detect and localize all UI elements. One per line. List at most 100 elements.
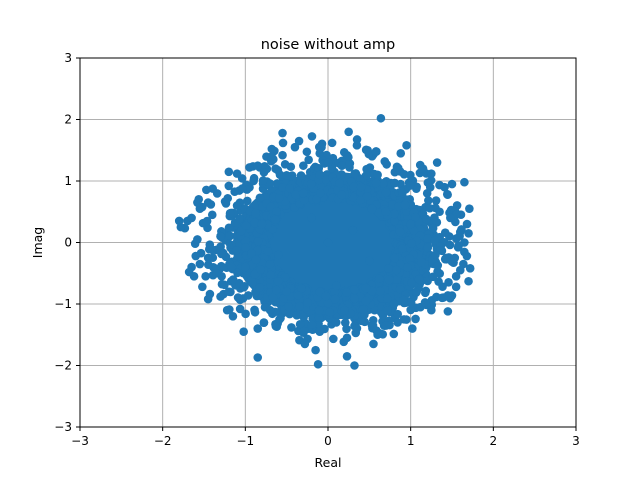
cluster-point [433,261,443,270]
x-tick-label: 0 [324,434,332,448]
cluster-point [398,188,407,198]
data-point [294,136,304,146]
cluster-point [411,314,420,324]
cluster-point [256,265,266,274]
y-tick-label: 3 [64,51,72,65]
cluster-point [402,263,412,272]
cluster-point [315,181,325,191]
cluster-point [375,286,385,296]
cluster-point [420,298,430,307]
data-point [348,225,358,235]
cluster-point [224,223,234,233]
data-point [446,213,455,223]
data-point [265,305,275,315]
data-point [300,339,310,349]
cluster-point [273,277,283,286]
data-point [396,149,406,158]
data-point [195,259,205,269]
cluster-point [462,219,472,229]
data-point [193,198,202,207]
cluster-point [231,246,241,255]
cluster-point [381,188,391,197]
x-tick-label: −3 [71,434,89,448]
cluster-point [378,179,388,188]
plot-area [174,113,475,370]
cluster-point [316,188,325,198]
cluster-point [321,175,330,184]
cluster-point [330,287,340,297]
cluster-point [428,272,438,282]
cluster-point [241,221,251,231]
cluster-point [430,236,440,245]
cluster-point [250,269,260,279]
cluster-point [431,196,441,205]
cluster-point [412,182,422,192]
cluster-point [263,246,273,256]
x-tick-label: 2 [490,434,498,448]
cluster-point [220,197,230,206]
cluster-point [393,309,403,319]
cluster-point [307,132,317,141]
cluster-point [390,216,399,226]
cluster-point [202,216,212,226]
cluster-point [405,254,414,263]
data-point [253,324,263,333]
cluster-point [421,286,431,296]
cluster-point [349,182,358,192]
cluster-point [444,278,453,287]
cluster-point [275,170,285,179]
cluster-point [297,284,306,293]
cluster-point [202,185,211,195]
cluster-point [362,171,371,180]
cluster-point [390,253,400,263]
cluster-point [350,294,360,303]
cluster-point [362,164,371,174]
y-tick-label: 1 [64,174,72,188]
cluster-point [225,209,235,218]
data-point [313,359,323,369]
data-point [207,210,217,220]
data-point [187,213,196,223]
cluster-point [299,161,308,170]
cluster-point [225,231,234,240]
cluster-point [259,168,269,177]
cluster-point [425,203,435,213]
cluster-point [349,285,359,295]
cluster-point [392,265,401,275]
cluster-point [340,318,350,327]
cluster-point [291,190,301,200]
cluster-point [299,195,309,205]
data-point [414,275,424,284]
cluster-point [406,298,416,308]
data-point [371,147,381,156]
data-point [290,142,300,152]
data-point [224,287,234,297]
data-point [222,305,232,315]
cluster-point [274,193,284,203]
data-point [454,241,463,250]
cluster-point [393,318,402,327]
data-point [315,149,325,158]
data-point [203,294,213,304]
cluster-point [267,152,276,161]
data-point [451,272,461,281]
data-point [174,216,184,226]
cluster-point [296,171,306,181]
cluster-point [387,199,397,209]
data-point [331,318,341,327]
data-point [422,189,432,198]
cluster-point [342,288,352,297]
cluster-point [356,195,366,205]
cluster-point [371,178,381,188]
cluster-point [384,264,393,273]
cluster-point [405,181,415,190]
cluster-point [361,296,371,306]
data-point [369,339,378,349]
cluster-point [302,147,312,157]
data-point [464,228,473,238]
data-point [344,127,353,137]
data-point [398,244,407,253]
data-point [201,272,210,281]
cluster-point [293,291,303,300]
data-point [402,141,411,150]
